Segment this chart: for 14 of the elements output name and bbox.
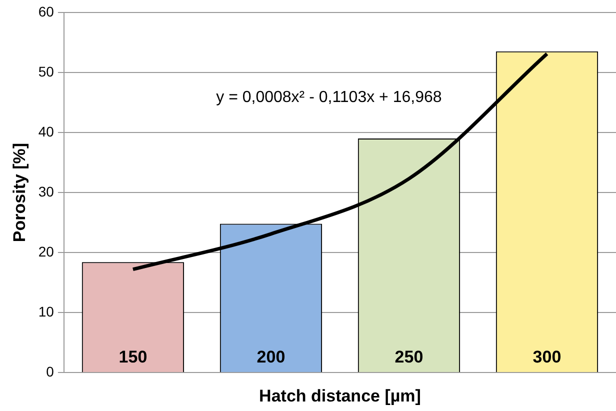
x-tick-label: 150 bbox=[118, 348, 148, 367]
x-tick-label: 200 bbox=[256, 348, 286, 367]
x-axis-title: Hatch distance [µm] bbox=[259, 386, 421, 406]
annotation: y = 0,0008x² - 0,1103x + 16,968 bbox=[216, 88, 442, 106]
y-tick-label: 30 bbox=[38, 183, 54, 200]
y-tick-label: 60 bbox=[38, 3, 54, 20]
y-tick-label: 10 bbox=[38, 303, 54, 320]
y-tick-label: 40 bbox=[38, 123, 54, 140]
y-axis-title: Porosity [%] bbox=[10, 142, 29, 242]
x-tick-label: 250 bbox=[394, 348, 424, 367]
x-tick-label: 300 bbox=[532, 348, 562, 367]
y-tick-label: 50 bbox=[38, 63, 54, 80]
y-tick-label: 0 bbox=[46, 363, 54, 380]
y-tick-label: 20 bbox=[38, 243, 54, 260]
